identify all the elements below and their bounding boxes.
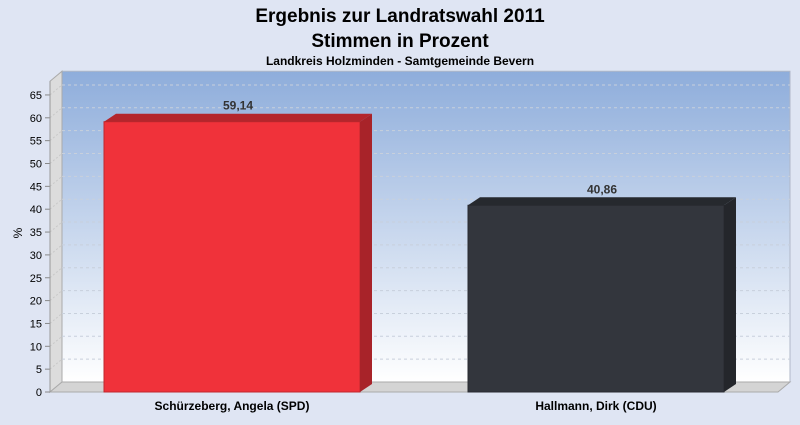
y-tick-label: 0	[36, 387, 42, 399]
gridline-side	[49, 358, 63, 370]
chart-subtitle-main: Stimmen in Prozent	[311, 31, 489, 52]
gridline-side	[49, 153, 63, 164]
gridline-side	[49, 107, 63, 119]
gridline-side	[49, 335, 63, 347]
x-tick-label: Hallmann, Dirk (CDU)	[535, 399, 656, 413]
gridline-side	[49, 267, 63, 279]
y-tick-label: 10	[30, 341, 42, 353]
bar	[103, 121, 361, 393]
y-tick-label: 35	[30, 227, 42, 239]
chart-subtitle: Landkreis Holzminden - Samtgemeinde Beve…	[266, 54, 534, 68]
gridline-side	[49, 175, 63, 187]
y-tick-label: 5	[36, 364, 42, 376]
y-tick-label: 30	[30, 250, 42, 262]
x-tick-label: Schürzeberg, Angela (SPD)	[155, 399, 310, 413]
gridline-side	[49, 198, 63, 210]
chart-title: Ergebnis zur Landratswahl 2011	[255, 6, 545, 27]
bar-side	[724, 197, 736, 392]
y-tick-label: 45	[30, 181, 42, 193]
left-wall	[49, 70, 63, 394]
y-tick-label: 65	[30, 90, 42, 102]
y-tick-label: 40	[30, 204, 42, 216]
data-label: 59,14	[223, 99, 253, 113]
y-tick-label: 50	[30, 159, 42, 171]
bar-top	[468, 197, 736, 206]
gridline-side	[49, 221, 63, 233]
gridline-side	[49, 244, 63, 256]
gridline-side	[49, 84, 63, 96]
y-tick-label: 25	[30, 273, 42, 285]
gridline-side	[49, 130, 63, 142]
data-label: 40,86	[587, 182, 617, 196]
gridline-side	[49, 313, 63, 324]
y-tick-label: 55	[30, 136, 42, 148]
bar	[467, 204, 725, 393]
bar-side	[360, 113, 372, 393]
bar-top	[104, 113, 372, 122]
y-axis-label: %	[11, 227, 25, 238]
y-tick-label: 20	[30, 296, 42, 308]
y-tick-label: 15	[30, 318, 42, 330]
gridline-side	[49, 290, 63, 301]
y-tick-label: 60	[30, 113, 42, 125]
